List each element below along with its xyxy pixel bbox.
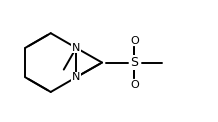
Text: S: S [130,56,138,69]
Text: N: N [72,72,80,82]
Text: O: O [130,80,139,90]
Text: N: N [72,43,80,53]
Text: O: O [130,36,139,46]
